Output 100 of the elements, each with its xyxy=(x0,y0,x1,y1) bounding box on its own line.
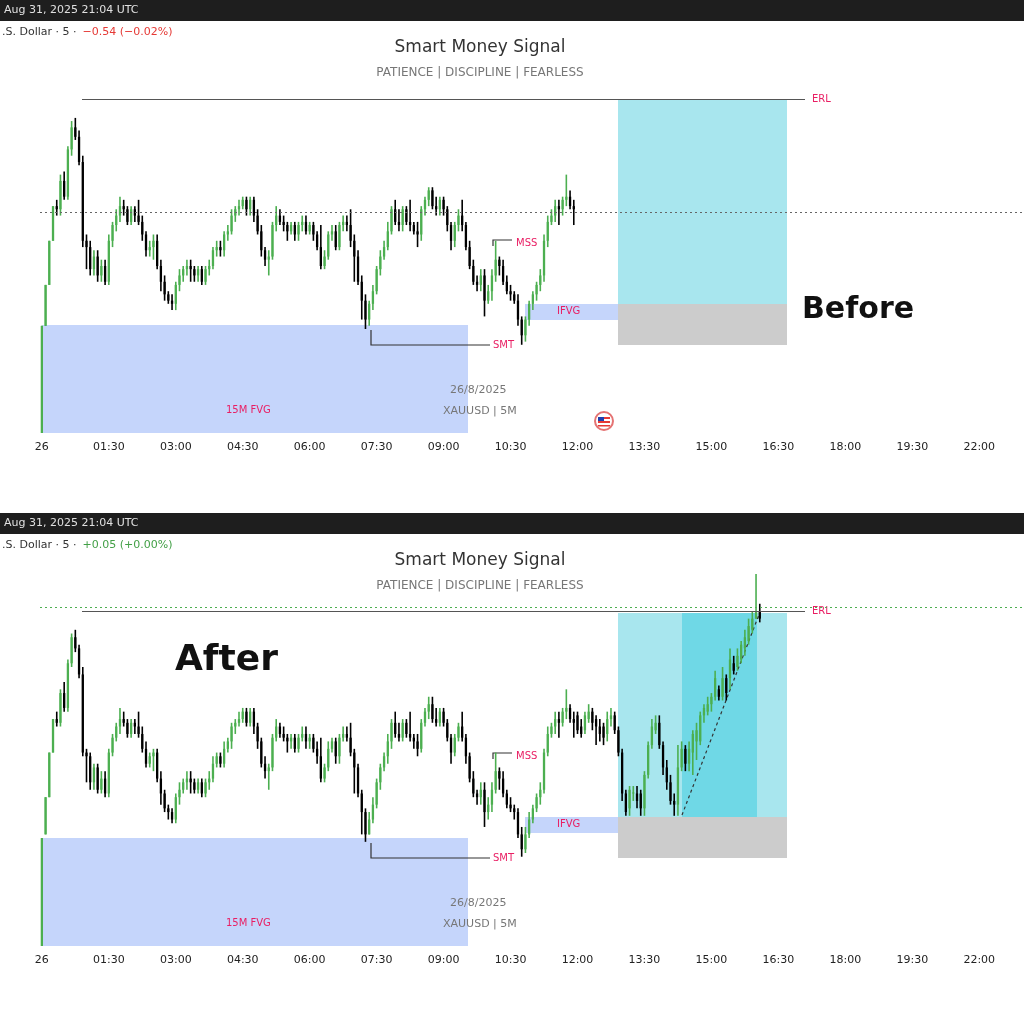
x-tick-label: 10:30 xyxy=(494,440,527,454)
x-tick-label: 18:00 xyxy=(829,440,862,454)
candlestick xyxy=(628,785,631,817)
candlestick xyxy=(416,221,419,248)
ref-line-label: ERL xyxy=(812,93,832,105)
chart-subtitle: PATIENCE | DISCIPLINE | FEARLESS xyxy=(375,65,585,79)
candlestick xyxy=(561,195,564,217)
x-tick-label: 18:00 xyxy=(829,953,862,967)
x-tick-label: 12:00 xyxy=(561,440,594,454)
candlestick xyxy=(200,265,203,286)
text: −0.54 (−0.02%) xyxy=(82,25,173,38)
candlestick xyxy=(126,205,129,226)
candlestick xyxy=(442,195,445,217)
x-tick-label: 19:30 xyxy=(896,440,929,454)
x-tick-label: 19:30 xyxy=(896,953,929,967)
text: .S. Dollar · 5 · xyxy=(2,538,77,551)
x-tick-label: 12:00 xyxy=(561,953,594,967)
x-tick-label: 09:00 xyxy=(427,440,460,454)
chart-title: Smart Money Signal xyxy=(394,549,566,569)
candlestick xyxy=(594,714,598,746)
candlestick xyxy=(539,268,542,293)
x-tick-label: 04:30 xyxy=(226,440,259,454)
ref-line-label: ERL xyxy=(812,605,832,617)
annotation: SMT xyxy=(493,339,515,350)
candlestick xyxy=(96,762,99,795)
text: Aug 31, 2025 21:04 UTC xyxy=(4,3,139,16)
x-tick-label: 07:30 xyxy=(360,953,393,967)
text: +0.05 (+0.00%) xyxy=(82,538,173,551)
x-tick-label: 07:30 xyxy=(360,440,393,454)
annotation: 15M FVG xyxy=(226,917,271,928)
candlestick xyxy=(100,258,103,283)
candlestick xyxy=(561,707,564,728)
annotation: IFVG xyxy=(557,305,581,316)
x-tick-label: 26 xyxy=(34,953,49,967)
candlestick xyxy=(319,736,322,784)
candlestick xyxy=(260,736,263,769)
annotation: 26/8/2025 xyxy=(450,383,507,396)
x-tick-label: 22:00 xyxy=(963,440,996,454)
x-tick-label: 01:30 xyxy=(92,953,125,967)
candlestick xyxy=(263,246,267,267)
candlestick xyxy=(193,265,196,283)
candlestick xyxy=(245,195,248,217)
x-tick-label: 06:00 xyxy=(293,953,326,967)
candlestick xyxy=(230,722,233,750)
candlestick xyxy=(44,796,47,836)
candlestick xyxy=(148,751,151,769)
annotation: SMT xyxy=(493,852,515,863)
x-tick-label: 15:00 xyxy=(695,440,728,454)
x-tick-label: 03:00 xyxy=(159,953,192,967)
candlestick xyxy=(219,751,222,769)
chart-title: Smart Money Signal xyxy=(394,36,566,56)
x-tick-label: 13:30 xyxy=(628,440,661,454)
x-tick-label: 06:00 xyxy=(293,440,326,454)
candlestick xyxy=(431,695,434,724)
text: Aug 31, 2025 21:04 UTC xyxy=(4,516,139,529)
candlestick xyxy=(118,707,122,735)
candlestick xyxy=(505,788,508,810)
candlestick xyxy=(706,695,709,717)
candlestick xyxy=(635,785,639,810)
candlestick xyxy=(416,733,419,758)
x-tick-label: 10:30 xyxy=(494,953,527,967)
candlestick xyxy=(100,770,103,795)
candlestick xyxy=(479,268,482,293)
candlestick xyxy=(219,239,222,258)
candlestick xyxy=(152,748,155,772)
candlestick xyxy=(215,751,218,769)
x-tick-label: 15:00 xyxy=(695,953,728,967)
annotation: XAUUSD | 5M xyxy=(443,917,517,930)
candlestick xyxy=(286,733,289,754)
candlestick xyxy=(732,655,735,676)
annotation: XAUUSD | 5M xyxy=(443,404,517,417)
annotation: 26/8/2025 xyxy=(450,896,507,909)
candlestick xyxy=(602,722,605,746)
candlestick xyxy=(349,208,352,248)
x-tick-label: 16:30 xyxy=(762,953,795,967)
candlestick xyxy=(427,695,430,720)
x-tick-label: 09:00 xyxy=(427,953,460,967)
candlestick xyxy=(684,744,687,772)
candlestick xyxy=(189,770,192,795)
annotation: MSS xyxy=(516,237,538,248)
candlestick xyxy=(282,725,285,743)
candlestick xyxy=(349,722,352,758)
candlestick xyxy=(167,290,170,305)
x-tick-label: 26 xyxy=(34,440,49,454)
candlestick xyxy=(189,258,192,283)
candlestick xyxy=(286,221,289,242)
candlestick xyxy=(576,710,579,735)
candlestick xyxy=(174,792,177,825)
annotation: Before xyxy=(802,290,915,325)
candlestick xyxy=(721,666,724,702)
x-tick-label: 04:30 xyxy=(226,953,259,967)
annotation: 15M FVG xyxy=(226,404,271,415)
candlestick xyxy=(74,117,77,141)
candlestick xyxy=(44,284,47,326)
x-tick-label: 22:00 xyxy=(963,953,996,967)
candlestick xyxy=(152,233,155,261)
candlestick xyxy=(59,688,62,728)
text: .S. Dollar · 5 · xyxy=(2,25,77,38)
x-tick-label: 01:30 xyxy=(92,440,125,454)
x-tick-label: 16:30 xyxy=(762,440,795,454)
